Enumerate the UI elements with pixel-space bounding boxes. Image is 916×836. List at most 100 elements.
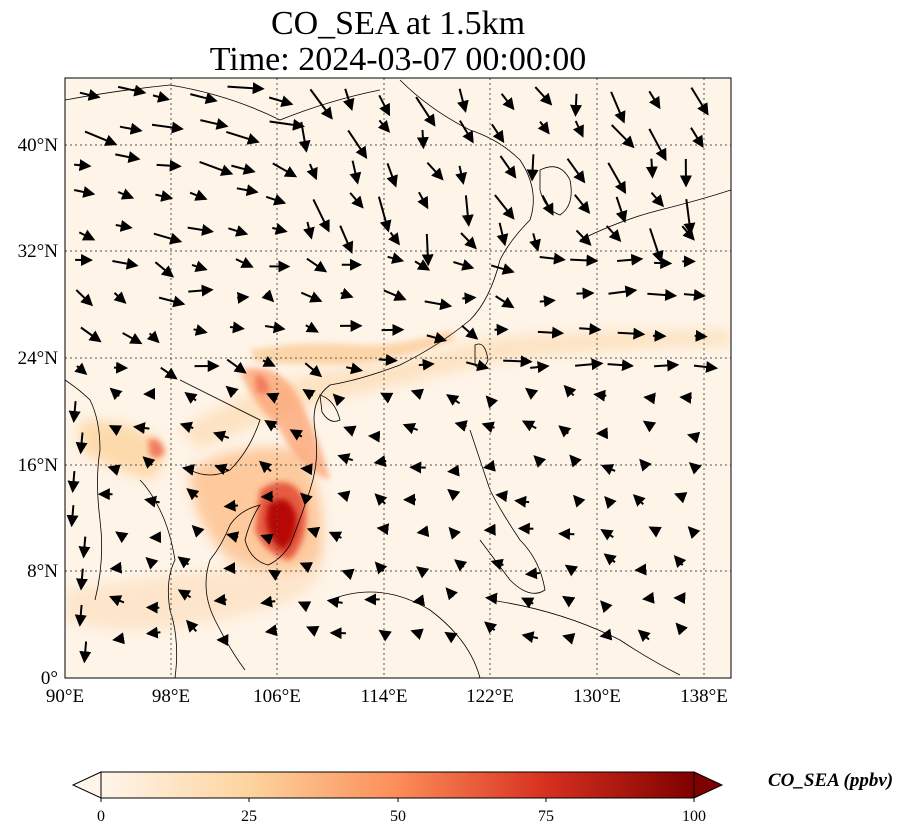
wind-arrow: [490, 263, 515, 275]
wind-arrow: [526, 154, 539, 182]
wind-arrow: [687, 526, 701, 539]
wind-arrow: [332, 393, 346, 407]
wind-arrow: [632, 494, 646, 507]
wind-arrow: [265, 194, 287, 206]
wind-arrow: [426, 331, 448, 344]
wind-arrow: [453, 259, 475, 271]
wind-arrow: [447, 464, 460, 477]
wind-arrow: [412, 594, 426, 607]
wind-arrow: [272, 162, 298, 178]
co-concentration-field: [65, 79, 731, 678]
wind-arrow: [380, 392, 394, 404]
wind-arrow: [615, 196, 628, 224]
wind-arrow: [223, 499, 238, 512]
wind-arrow: [610, 91, 626, 124]
wind-arrow: [300, 291, 323, 303]
wind-arrow: [541, 194, 554, 216]
wind-arrow: [377, 196, 392, 233]
wind-arrow: [461, 195, 474, 227]
wind-arrow: [269, 118, 305, 131]
wind-arrow: [562, 595, 576, 608]
wind-arrow: [524, 567, 540, 580]
wind-arrow: [521, 420, 537, 432]
lat-label: 24°N: [18, 348, 59, 369]
wind-arrow: [200, 118, 229, 130]
wind-arrow: [648, 90, 661, 110]
wind-arrow: [117, 84, 147, 97]
wind-arrow: [521, 631, 538, 644]
wind-arrow: [529, 233, 541, 252]
wind-arrow: [610, 124, 635, 149]
wind-arrow: [566, 158, 586, 184]
wind-arrow: [683, 198, 696, 236]
colorbar-tick: 25: [241, 808, 257, 825]
wind-arrow: [388, 231, 400, 246]
wind-arrow: [343, 425, 357, 437]
wind-arrow: [151, 121, 184, 134]
wind-arrow: [415, 96, 436, 127]
wind-arrow: [142, 456, 156, 469]
wind-arrow: [153, 232, 183, 245]
lat-label: 40°N: [18, 135, 59, 156]
wind-arrow: [260, 595, 276, 608]
wind-arrow: [229, 321, 245, 334]
wind-arrow: [79, 89, 101, 101]
wind-arrow: [564, 564, 579, 577]
wind-arrow: [78, 536, 91, 559]
wind-arrow: [66, 505, 79, 528]
wind-arrow: [569, 93, 582, 117]
wind-arrow: [235, 257, 254, 268]
wind-arrow: [386, 163, 398, 188]
wind-arrow: [75, 289, 94, 307]
wind-arrow: [681, 225, 695, 241]
wind-arrow: [521, 597, 535, 609]
wind-arrow: [260, 533, 274, 545]
wind-arrow: [648, 526, 662, 538]
colorbar: 0 25 50 75 100: [71, 771, 724, 825]
wind-arrow: [309, 88, 333, 120]
wind-arrow: [75, 432, 88, 455]
wind-arrow: [107, 464, 121, 476]
wind-arrow: [605, 225, 622, 242]
lat-label: 0°: [41, 668, 58, 689]
wind-arrow: [579, 322, 602, 335]
wind-arrow: [424, 298, 453, 311]
wind-arrow: [112, 632, 125, 645]
wind-arrow: [156, 159, 182, 172]
wind-arrow: [643, 392, 656, 405]
wind-arrow: [402, 422, 419, 435]
lon-label: 98°E: [152, 686, 190, 707]
wind-arrow: [600, 529, 614, 541]
lat-label: 8°N: [27, 561, 58, 582]
wind-arrow: [484, 621, 498, 634]
lon-label: 90°E: [46, 686, 84, 707]
lon-label: 122°E: [466, 686, 514, 707]
wind-arrow: [416, 566, 430, 579]
wind-arrow: [642, 420, 657, 433]
wind-arrow: [214, 463, 229, 476]
wind-arrow: [378, 629, 392, 642]
wind-arrow: [193, 324, 208, 336]
wind-arrow: [115, 220, 133, 232]
gridlines: [65, 78, 731, 678]
wind-arrow: [421, 233, 434, 267]
wind-arrow: [575, 229, 592, 246]
wind-arrow: [654, 257, 673, 270]
wind-arrow: [109, 561, 123, 574]
wind-arrow: [674, 492, 688, 504]
wind-arrow: [558, 425, 572, 438]
wind-arrow: [417, 191, 429, 210]
wind-arrow: [267, 569, 282, 581]
wind-arrow: [503, 355, 533, 368]
wind-arrow: [534, 86, 553, 106]
longitude-labels: 90°E 98°E 106°E 114°E 122°E 130°E 138°E: [46, 686, 728, 707]
wind-arrow: [115, 531, 129, 544]
wind-arrow: [306, 526, 321, 539]
lat-label: 32°N: [18, 241, 59, 262]
wind-arrow: [212, 430, 230, 443]
wind-arrow: [562, 633, 576, 645]
wind-arrow: [154, 261, 175, 278]
wind-arrow: [576, 287, 595, 300]
wind-arrow: [617, 253, 644, 266]
wind-arrow: [261, 289, 275, 303]
